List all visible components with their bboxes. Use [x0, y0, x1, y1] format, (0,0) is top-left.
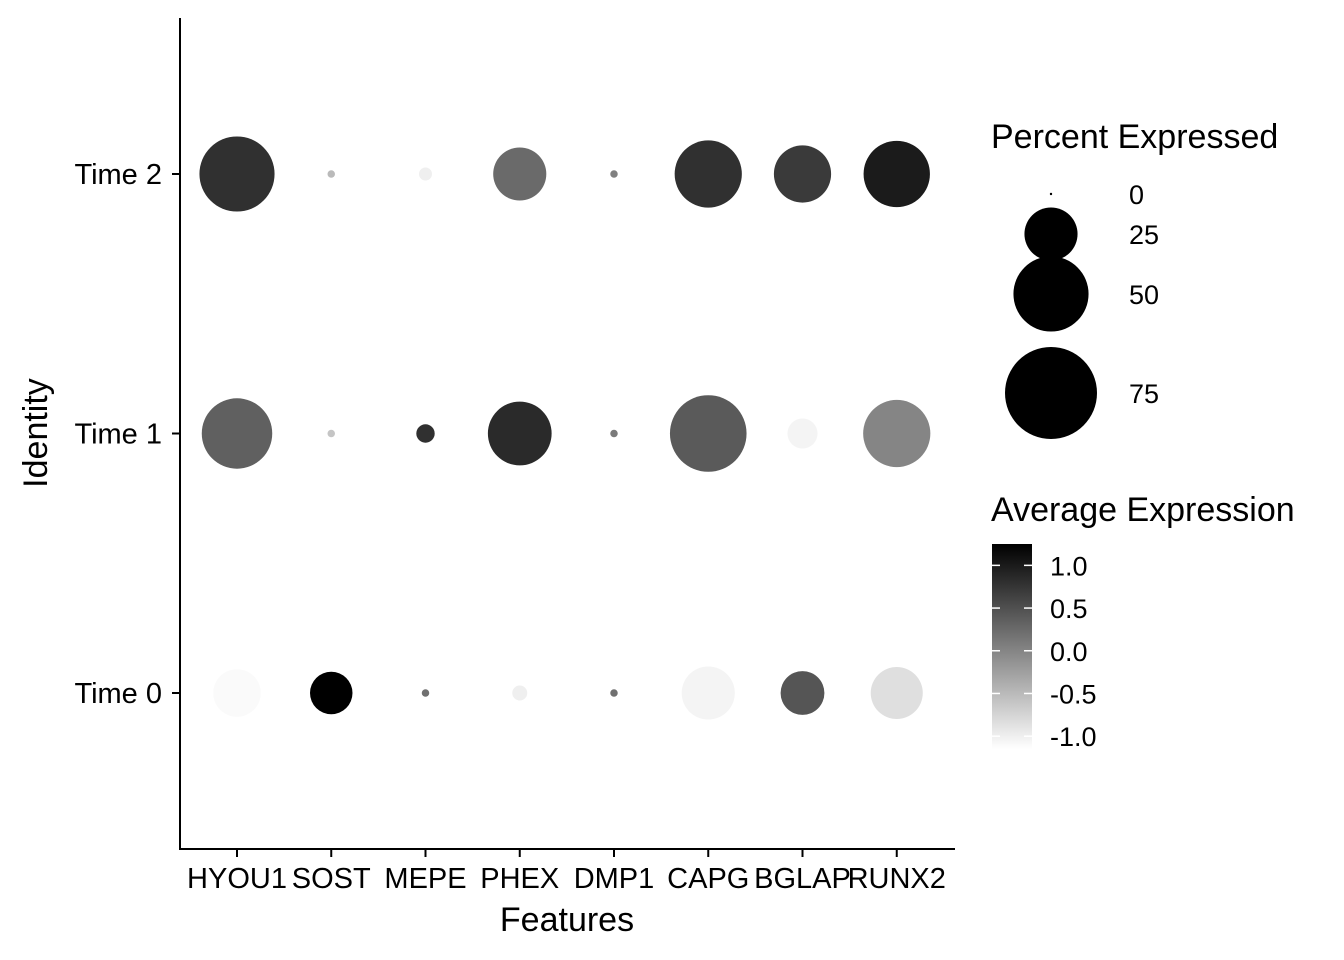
color-legend-bar	[992, 544, 1032, 749]
color-legend-label: 0.0	[1050, 637, 1088, 667]
x-tick-label-runx2: RUNX2	[848, 863, 946, 895]
color-legend-label: 1.0	[1050, 551, 1088, 581]
dot-time-0-sost	[310, 671, 353, 715]
size-legend-label-25: 25	[1129, 220, 1159, 250]
color-legend-ticks: 1.0 0.5 0.0 -0.5 -1.0	[992, 551, 1097, 752]
dot-time-2-runx2	[863, 140, 930, 208]
color-legend-label: -0.5	[1050, 679, 1097, 709]
dot-time-2-sost	[327, 170, 336, 178]
dot-time-0-hyou1	[213, 669, 261, 717]
dot-time-1-sost	[327, 429, 336, 438]
x-tick-label-capg: CAPG	[667, 863, 749, 895]
color-legend: Average Expression 1.0 0.5 0.0 -0.5 -1.0	[991, 491, 1295, 752]
size-legend-dot-50	[1013, 256, 1089, 332]
dots-layer	[199, 136, 931, 720]
size-legend-dot-25	[1024, 207, 1078, 261]
dot-time-1-hyou1	[201, 398, 273, 469]
dot-time-2-mepe	[418, 167, 433, 181]
x-tick-label-phex: PHEX	[480, 863, 559, 895]
dot-time-1-bglap	[787, 418, 818, 449]
y-tick-label-time-2: Time 2	[74, 159, 162, 191]
dot-time-0-capg	[681, 666, 735, 720]
dot-time-0-mepe	[421, 689, 430, 697]
size-legend-items: 0 25 50 75	[1005, 180, 1159, 439]
y-axis-title: Identity	[17, 378, 55, 488]
dot-time-1-phex	[487, 401, 552, 466]
x-tick-label-dmp1: DMP1	[574, 863, 655, 895]
dot-time-0-bglap	[780, 671, 825, 715]
dot-time-2-dmp1	[610, 170, 618, 178]
dot-time-0-dmp1	[610, 689, 618, 697]
x-axis-title: Features	[500, 901, 634, 939]
dot-time-2-capg	[674, 140, 742, 208]
color-legend-label: 0.5	[1050, 594, 1088, 624]
dot-time-0-runx2	[870, 666, 923, 720]
dot-time-1-dmp1	[610, 429, 618, 438]
dot-time-2-bglap	[773, 145, 832, 203]
x-tick-label-mepe: MEPE	[384, 863, 466, 895]
size-legend: Percent Expressed 0 25 50 75	[991, 118, 1278, 439]
size-legend-dot-75	[1005, 347, 1097, 439]
dot-time-1-mepe	[416, 424, 435, 443]
dot-time-2-phex	[493, 147, 547, 201]
x-tick-label-hyou1: HYOU1	[187, 863, 287, 895]
dot-time-1-capg	[669, 395, 747, 472]
size-legend-dot-0	[1049, 192, 1053, 196]
y-ticks: Time 0 Time 1 Time 2	[74, 159, 180, 710]
color-legend-label: -1.0	[1050, 722, 1097, 752]
dot-time-2-hyou1	[199, 136, 275, 212]
size-legend-label-0: 0	[1129, 180, 1144, 210]
y-tick-label-time-1: Time 1	[74, 419, 162, 451]
color-legend-title: Average Expression	[991, 491, 1295, 529]
dot-time-0-phex	[512, 685, 528, 701]
size-legend-title: Percent Expressed	[991, 118, 1278, 156]
y-tick-label-time-0: Time 0	[74, 678, 162, 710]
dot-time-1-runx2	[863, 399, 931, 468]
size-legend-label-75: 75	[1129, 379, 1159, 409]
x-tick-label-bglap: BGLAP	[754, 863, 851, 895]
x-tick-label-sost: SOST	[292, 863, 371, 895]
size-legend-label-50: 50	[1129, 280, 1159, 310]
